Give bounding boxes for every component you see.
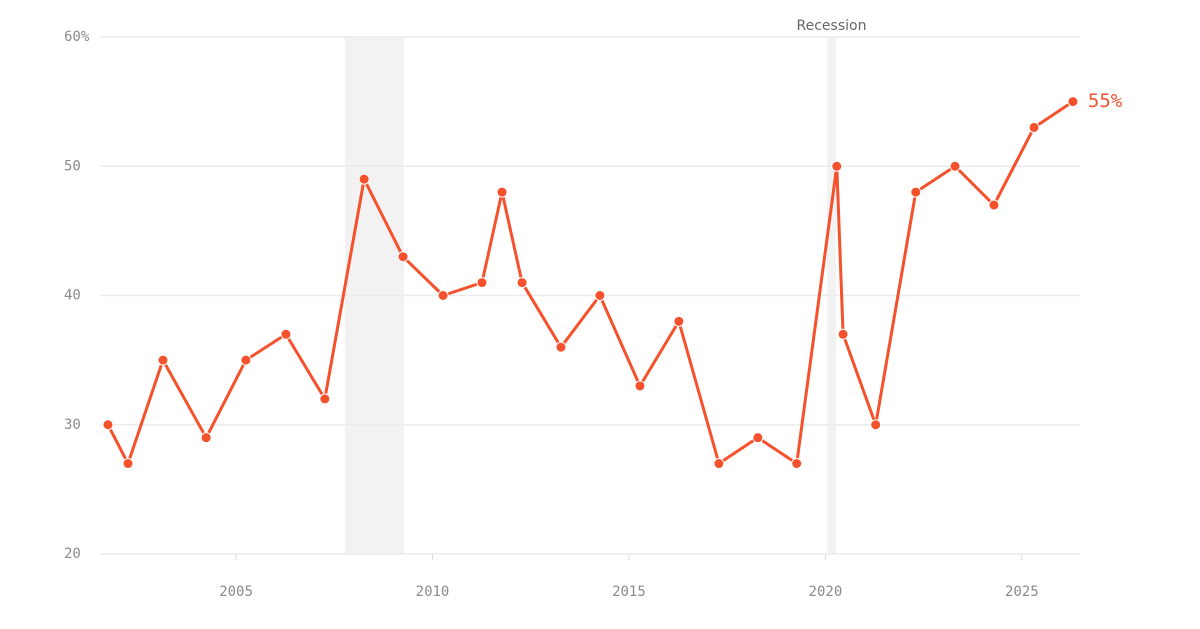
y-tick-label: 40: [64, 288, 81, 304]
y-tick-label: 20: [64, 546, 81, 562]
point: [280, 328, 292, 340]
value-label: 55%: [1088, 90, 1123, 112]
x-tick-label: 2005: [219, 584, 253, 600]
point: [673, 315, 685, 327]
point: [437, 290, 449, 301]
point: [791, 458, 803, 470]
point: [831, 160, 843, 172]
point: [157, 354, 169, 366]
x-tick-label: 2010: [416, 584, 450, 600]
point: [358, 173, 370, 185]
y-tick-label: 60%: [64, 29, 90, 45]
point: [949, 160, 961, 172]
recession-label: Recession: [797, 18, 867, 34]
point: [752, 432, 764, 444]
point: [1067, 96, 1079, 108]
point: [910, 186, 922, 198]
point: [988, 199, 1000, 211]
point: [476, 277, 488, 289]
x-tick-label: 2015: [612, 584, 646, 600]
point: [837, 328, 849, 340]
point: [516, 277, 528, 289]
point: [122, 458, 134, 470]
point: [870, 419, 882, 431]
grid: 20 30 40 50 60% 2005 2010 2015 2020 2025: [64, 29, 1080, 600]
line: [106, 100, 1074, 466]
x-tick-label: 2025: [1005, 584, 1039, 600]
point: [397, 251, 409, 263]
y-tick-label: 50: [64, 158, 81, 174]
point: [594, 290, 606, 301]
point: [1028, 121, 1040, 133]
point: [102, 419, 114, 431]
point: [319, 393, 331, 405]
x-tick-label: 2020: [809, 584, 843, 600]
point: [713, 458, 725, 470]
point: [200, 432, 212, 444]
recession-bands: Recession: [344, 18, 867, 554]
marks: 55%: [102, 90, 1123, 470]
point: [555, 341, 567, 353]
point: [634, 380, 646, 392]
point: [496, 186, 508, 198]
point: [240, 354, 252, 366]
y-tick-label: 30: [64, 417, 81, 433]
